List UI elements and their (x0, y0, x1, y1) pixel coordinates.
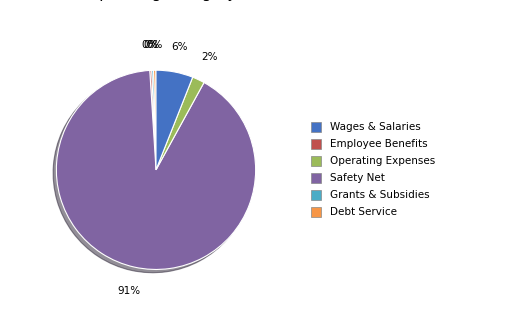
Text: 6%: 6% (171, 43, 188, 53)
Text: 0%: 0% (141, 41, 158, 51)
Wedge shape (150, 70, 156, 170)
Wedge shape (156, 77, 204, 170)
Wedge shape (153, 70, 156, 170)
Wedge shape (152, 70, 156, 170)
Text: 0%: 0% (144, 40, 160, 50)
Legend: Wages & Salaries, Employee Benefits, Operating Expenses, Safety Net, Grants & Su: Wages & Salaries, Employee Benefits, Ope… (308, 119, 438, 220)
Wedge shape (156, 70, 193, 170)
Text: 2%: 2% (201, 52, 217, 62)
Title: FY2016 Spending Category Chart: FY2016 Spending Category Chart (29, 0, 283, 1)
Wedge shape (56, 70, 256, 269)
Text: 0%: 0% (146, 40, 163, 50)
Text: 91%: 91% (118, 286, 140, 296)
